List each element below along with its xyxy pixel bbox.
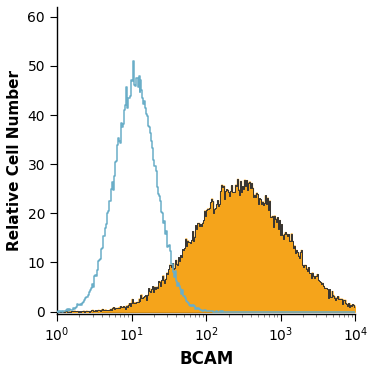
X-axis label: BCAM: BCAM [179, 350, 233, 368]
Y-axis label: Relative Cell Number: Relative Cell Number [7, 70, 22, 251]
